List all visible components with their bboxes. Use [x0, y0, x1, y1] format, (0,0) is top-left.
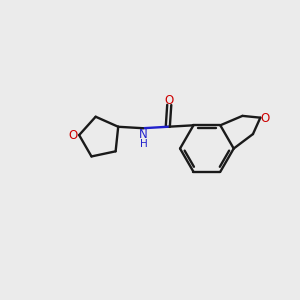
Text: H: H: [140, 139, 148, 149]
Text: O: O: [260, 112, 270, 125]
Text: O: O: [165, 94, 174, 107]
Text: O: O: [68, 129, 77, 142]
Text: N: N: [139, 128, 148, 141]
